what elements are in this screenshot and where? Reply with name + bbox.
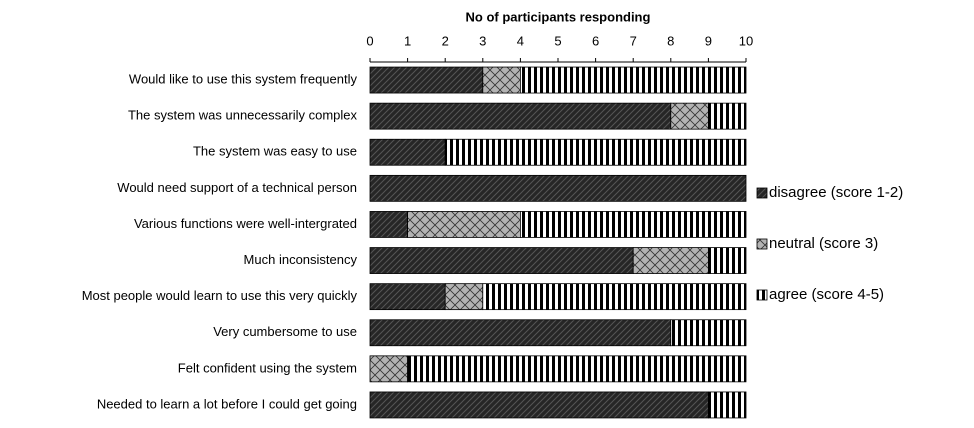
bar-segment	[369, 283, 446, 311]
legend-label: agree (score 4-5)	[769, 286, 884, 303]
bar-segment	[407, 355, 747, 383]
bar-segment	[369, 66, 484, 94]
x-tick-label: 6	[592, 33, 599, 48]
bar-segment	[482, 66, 521, 94]
bar-segment	[369, 247, 634, 274]
legend-swatch	[756, 187, 768, 199]
legend-label: neutral (score 3)	[769, 235, 878, 252]
x-tick-label: 8	[667, 33, 674, 48]
bar-segment	[708, 247, 747, 274]
bar-segment	[369, 211, 408, 238]
x-tick-label: 1	[404, 33, 411, 48]
x-tick-label: 9	[705, 33, 712, 48]
bar-segment	[708, 102, 747, 130]
axis-title: No of participants responding	[466, 9, 651, 24]
x-tick-label: 4	[517, 33, 524, 48]
x-tick-label: 0	[366, 33, 373, 48]
y-tick-label: Various functions were well-intergrated	[134, 216, 357, 231]
bar-segment	[482, 283, 747, 311]
bar-segment	[369, 391, 709, 419]
legend-swatch	[756, 238, 768, 250]
x-tick-label: 3	[479, 33, 486, 48]
bar-segment	[670, 102, 709, 130]
bar-segment	[407, 211, 521, 238]
bar-segment	[369, 102, 672, 130]
bar-segment	[369, 138, 446, 166]
y-tick-label: The system was easy to use	[193, 144, 357, 159]
bar-segment	[369, 174, 747, 202]
y-tick-label: Would like to use this system frequently	[129, 71, 358, 86]
x-tick-label: 2	[442, 33, 449, 48]
x-tick-label: 5	[554, 33, 561, 48]
legend-label: disagree (score 1-2)	[769, 184, 903, 201]
y-tick-label: Needed to learn a lot before I could get…	[97, 396, 357, 411]
bar-segment	[369, 355, 408, 383]
bar-segment	[444, 283, 484, 311]
y-tick-label: Much inconsistency	[244, 252, 358, 267]
y-tick-label: Very cumbersome to use	[213, 324, 357, 339]
x-tick-label: 10	[739, 33, 753, 48]
bar-segment	[632, 247, 709, 274]
y-tick-label: The system was unnecessarily complex	[128, 108, 358, 123]
bar-segment	[444, 138, 747, 166]
legend-swatch	[756, 289, 768, 301]
y-tick-label: Most people would learn to use this very…	[82, 288, 358, 303]
bar-segment	[670, 319, 747, 347]
y-tick-label: Felt confident using the system	[178, 360, 357, 375]
bar-segment	[520, 211, 747, 238]
bar-segment	[708, 391, 747, 419]
bar-segment	[520, 66, 747, 94]
bar-segment	[369, 319, 672, 347]
x-tick-label: 7	[630, 33, 637, 48]
y-tick-label: Would need support of a technical person	[117, 180, 357, 195]
